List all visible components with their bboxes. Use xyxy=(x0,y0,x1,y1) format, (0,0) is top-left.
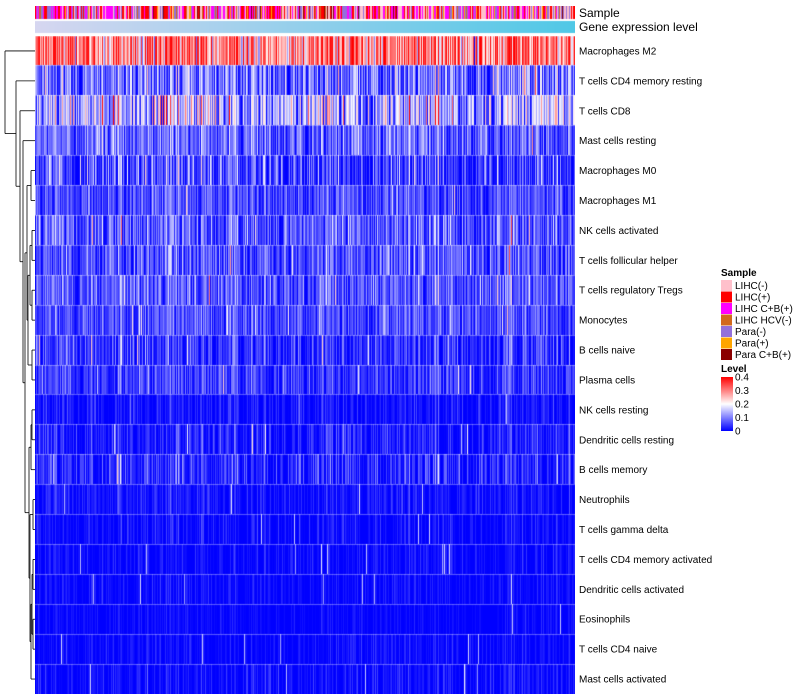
row-label: Plasma cells xyxy=(579,375,635,386)
row-labels: Macrophages M2 T cells CD4 memory resting… xyxy=(579,46,712,685)
sample-legend-swatch xyxy=(721,337,732,349)
row-label: Neutrophils xyxy=(579,495,630,506)
row-label: T cells regulatory Tregs xyxy=(579,286,683,297)
row-label: Dendritic cells resting xyxy=(579,435,674,446)
sample-legend-label: LIHC HCV(-) xyxy=(735,316,792,327)
row-label: T cells CD4 memory activated xyxy=(579,555,712,566)
level-legend-tick: 0 xyxy=(735,427,741,438)
sample-legend-label: Para C+B(+) xyxy=(735,350,791,361)
sample-legend-swatch xyxy=(721,314,732,326)
row-label: NK cells resting xyxy=(579,405,648,416)
sample-legend-label: Para(+) xyxy=(735,339,769,350)
heatmap-cells xyxy=(35,36,575,694)
level-legend-tick: 0.1 xyxy=(735,413,749,424)
annotation-label-expression: Gene expression level xyxy=(579,20,698,34)
row-label: NK cells activated xyxy=(579,226,658,237)
level-legend-title: Level xyxy=(721,364,747,375)
level-legend-tick: 0.3 xyxy=(735,386,749,397)
sample-legend-label: LIHC(+) xyxy=(735,293,770,304)
level-legend: Level 0.4 0.3 0.2 0.1 0 xyxy=(721,364,749,438)
sample-legend-swatch xyxy=(721,280,732,291)
sample-legend: Sample LIHC(-)LIHC(+)LIHC C+B(+)LIHC HCV… xyxy=(721,268,793,361)
row-label: Eosinophils xyxy=(579,615,630,626)
annotation-bars xyxy=(35,6,575,36)
row-label: Mast cells activated xyxy=(579,675,666,686)
row-label: Macrophages M1 xyxy=(579,196,657,207)
sample-legend-swatch xyxy=(721,291,732,303)
annotation-label-sample: Sample xyxy=(579,6,620,20)
row-label: B cells memory xyxy=(579,465,647,476)
row-label: Mast cells resting xyxy=(579,136,656,147)
sample-legend-label: LIHC(-) xyxy=(735,281,768,292)
row-label: T cells gamma delta xyxy=(579,525,669,536)
row-label: T cells CD8 xyxy=(579,106,631,117)
sample-legend-swatch xyxy=(721,349,732,360)
row-label: T cells CD4 memory resting xyxy=(579,76,702,87)
row-label: Monocytes xyxy=(579,316,627,327)
row-label: T cells CD4 naive xyxy=(579,645,658,656)
level-legend-tick: 0.4 xyxy=(735,373,749,384)
sample-legend-swatch xyxy=(721,326,732,337)
sample-legend-label: LIHC C+B(+) xyxy=(735,304,793,315)
sample-legend-swatch xyxy=(721,303,732,314)
row-label: T cells follicular helper xyxy=(579,256,678,267)
level-color-bar xyxy=(721,377,733,431)
row-label: Macrophages M2 xyxy=(579,46,657,57)
level-legend-tick: 0.2 xyxy=(735,400,749,411)
row-label: Macrophages M0 xyxy=(579,166,657,177)
sample-legend-label: Para(-) xyxy=(735,327,766,338)
row-dendrogram xyxy=(4,50,35,680)
row-label: Dendritic cells activated xyxy=(579,585,684,596)
sample-legend-title: Sample xyxy=(721,268,757,279)
row-label: B cells naive xyxy=(579,346,636,357)
